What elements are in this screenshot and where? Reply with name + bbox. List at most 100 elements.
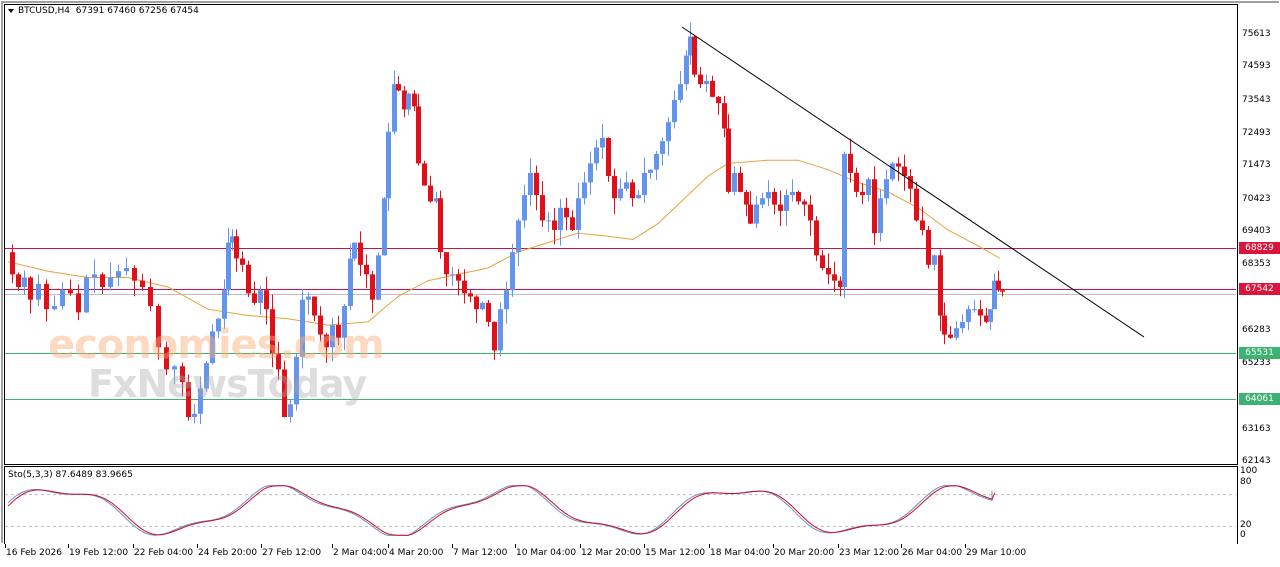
time-label: 19 Feb 12:00	[69, 548, 129, 558]
candle-body	[100, 274, 105, 288]
candle-body	[364, 264, 369, 275]
candle-body	[116, 271, 121, 278]
candle-body	[528, 172, 533, 196]
candle-body	[588, 163, 593, 183]
candle-body	[902, 166, 907, 177]
candle-body	[352, 242, 357, 259]
price-tick: 69403	[1242, 225, 1271, 236]
candle-body	[534, 172, 539, 196]
time-label: 2 Mar 04:00	[333, 548, 388, 558]
candle-body	[606, 138, 611, 177]
time-axis[interactable]: 16 Feb 2026 19 Feb 12:00 22 Feb 04:00 24 Fe…	[0, 544, 1280, 567]
stochastic-label: Sto(5,3,3) 87.6489 83.9665	[8, 470, 133, 480]
candle-body	[474, 296, 479, 310]
candle-body	[336, 325, 341, 338]
candle-body	[684, 55, 689, 85]
price-tag: 65531	[1239, 346, 1280, 359]
candle-body	[434, 198, 439, 202]
candle-body	[396, 84, 401, 91]
candle-body	[204, 363, 209, 389]
time-tick-mark	[644, 544, 645, 548]
candle-body	[594, 147, 599, 164]
stoch-signal-line	[7, 485, 996, 536]
time-tick-mark	[197, 544, 198, 548]
candle-body	[624, 182, 629, 189]
candle-body	[660, 141, 665, 154]
trendline[interactable]	[681, 26, 1145, 338]
dropdown-triangle-icon[interactable]	[8, 8, 14, 13]
candle-body	[156, 306, 161, 348]
candle-body	[504, 290, 509, 310]
candle-body	[820, 255, 825, 268]
candle-body	[462, 280, 467, 294]
candle-body	[576, 198, 581, 230]
candle-body	[468, 293, 473, 297]
candle-body	[132, 267, 137, 281]
candle-body	[186, 382, 191, 417]
candle-body	[438, 198, 443, 253]
candle-body	[492, 321, 497, 351]
symbol-info: BTCUSD,H4 67391 67460 67256 67454	[8, 6, 199, 16]
candle-body	[966, 309, 971, 322]
time-tick-mark	[5, 544, 6, 548]
candle-body	[564, 207, 569, 218]
candle-body	[294, 356, 299, 405]
candle-body	[678, 84, 683, 100]
candle-body	[92, 274, 97, 278]
oscillator-tick: 0	[1240, 530, 1246, 540]
time-label: 24 Feb 20:00	[198, 548, 258, 558]
candle-body	[406, 93, 411, 110]
candle-body	[942, 315, 947, 335]
candle-body	[480, 302, 485, 310]
candle-body	[984, 315, 989, 322]
time-label: 26 Mar 04:00	[902, 548, 963, 558]
candle-body	[36, 283, 41, 300]
price-tick: 63163	[1242, 423, 1271, 434]
candle-body	[198, 388, 203, 414]
candle-body	[324, 334, 329, 348]
price-tick: 72493	[1242, 127, 1271, 138]
window-border	[1, 1, 1279, 543]
candle-body	[288, 404, 293, 417]
candle-body	[1000, 290, 1005, 292]
price-axis[interactable]: 75613 74593 73543 72493 71473 70423 69403 68353…	[1237, 4, 1280, 466]
candle-body	[84, 277, 89, 313]
candle-body	[486, 302, 491, 322]
candle-body	[234, 236, 239, 259]
candle-body	[926, 229, 931, 265]
oscillator-tick: 20	[1240, 520, 1252, 530]
time-label: 10 Mar 04:00	[516, 548, 577, 558]
candle-body	[216, 318, 221, 332]
candle-body	[778, 204, 783, 211]
candle-body	[648, 169, 653, 173]
candle-body	[28, 277, 33, 300]
candle-body	[760, 198, 765, 205]
stochastic-pane[interactable]	[4, 466, 1238, 545]
candle-body	[370, 274, 375, 300]
time-tick-mark	[332, 544, 333, 548]
candle-body	[306, 296, 311, 300]
time-tick-mark	[133, 544, 134, 548]
candle-body	[358, 242, 363, 265]
symbol-label: BTCUSD,H4	[18, 6, 71, 16]
candle-body	[108, 277, 113, 288]
candle-body	[826, 267, 831, 275]
candle-body	[264, 290, 269, 310]
stoch-main-line	[7, 485, 993, 536]
candle-body	[552, 220, 557, 230]
candle-body	[52, 306, 57, 310]
candle-body	[10, 252, 15, 275]
price-chart-pane[interactable]	[4, 4, 1238, 465]
candle-body	[412, 93, 417, 107]
price-tick: 65233	[1242, 358, 1271, 369]
candle-body	[546, 220, 551, 222]
candle-body	[402, 90, 407, 110]
candle-body	[582, 182, 587, 199]
time-tick-mark	[515, 544, 516, 548]
candle-body	[148, 287, 153, 307]
candle-body	[802, 201, 807, 205]
oscillator-axis: 100 80 20 0	[1237, 466, 1280, 543]
candle-body	[522, 195, 527, 221]
candle-body	[140, 280, 145, 288]
